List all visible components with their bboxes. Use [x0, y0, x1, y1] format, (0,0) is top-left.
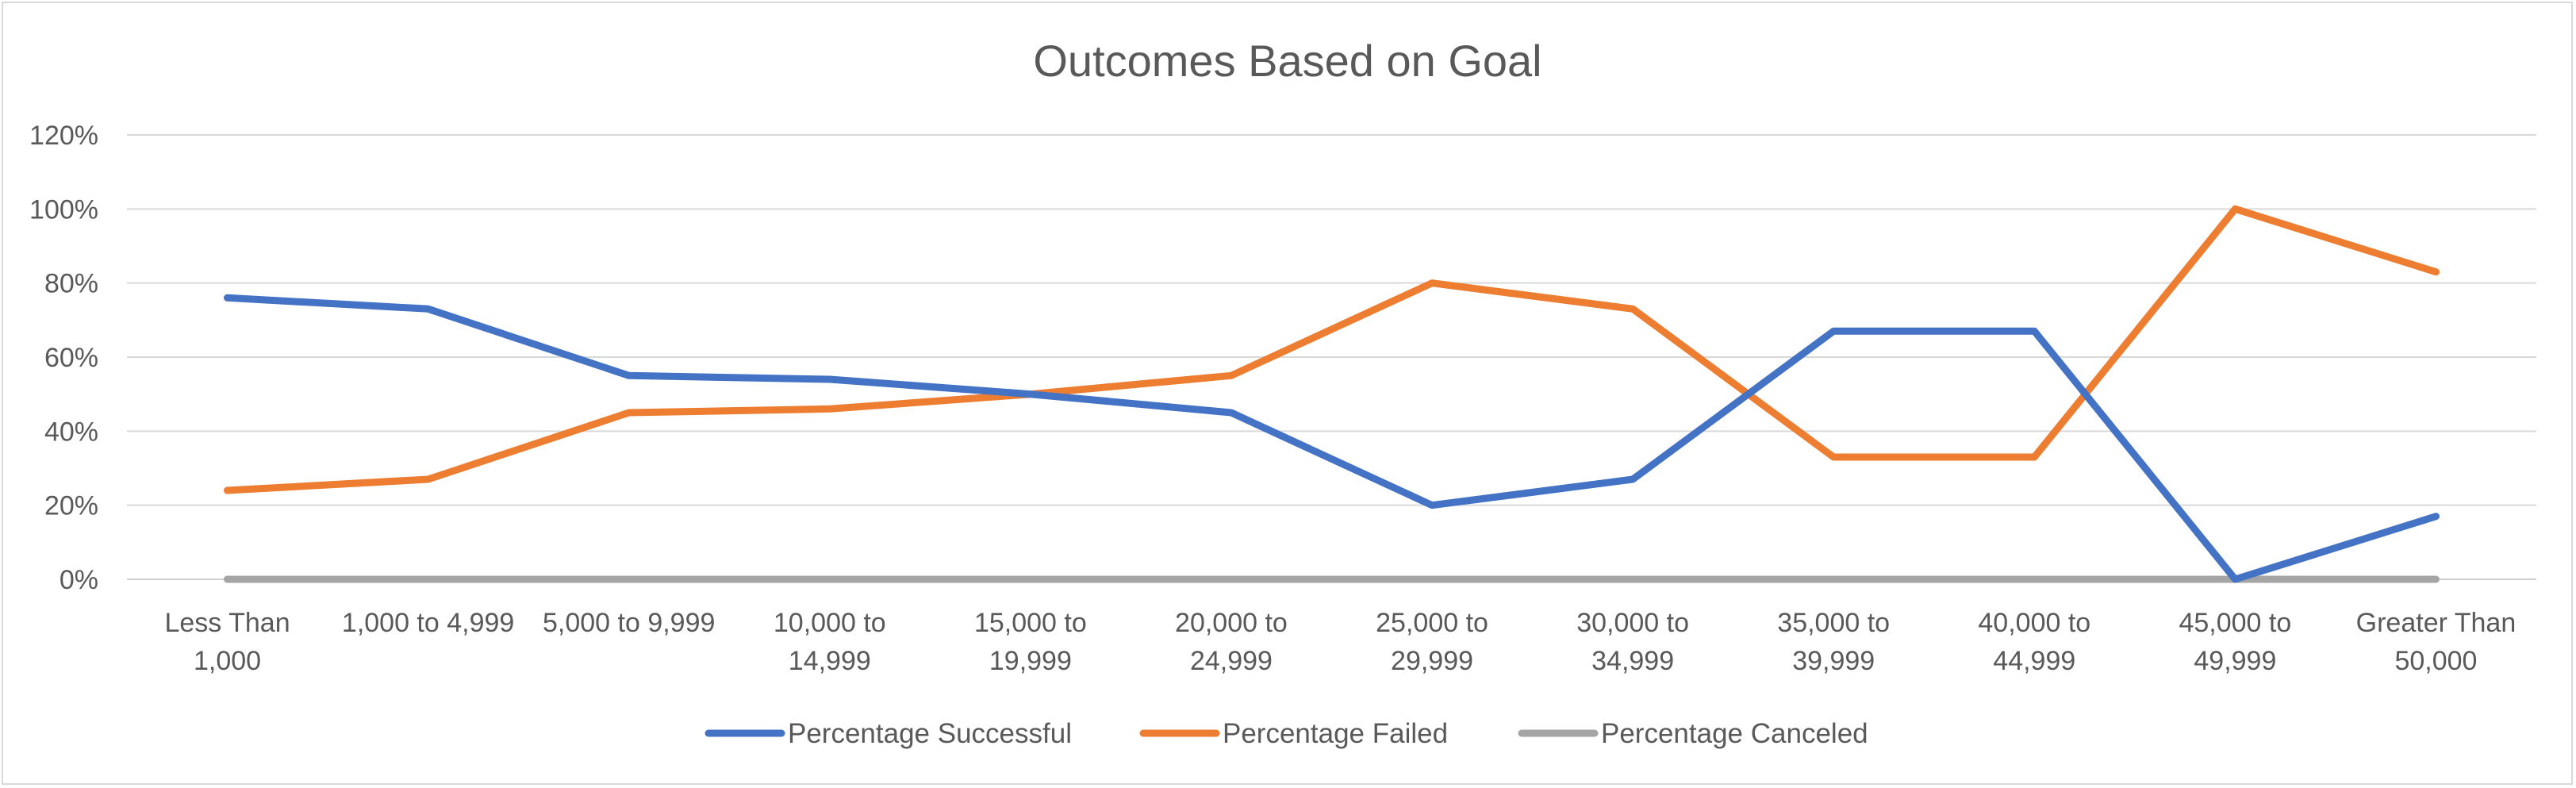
legend: Percentage Successful Percentage Failed Pe… [704, 718, 1868, 749]
x-tick-label-line: 25,000 to [1376, 608, 1488, 638]
data-point [1230, 375, 1232, 376]
x-tick-label: 10,000 to 14,999 [774, 608, 886, 676]
y-tick-label: 0% [60, 565, 98, 595]
x-tick-label-line: 1,000 to 4,999 [342, 608, 514, 638]
x-tick-label-line: 45,000 to [2179, 608, 2291, 638]
y-tick-label: 100% [29, 194, 98, 225]
x-tick-label-line: Greater Than [2356, 608, 2516, 638]
x-tick-label: 15,000 to 19,999 [974, 608, 1087, 676]
y-tick-label: 120% [29, 121, 98, 151]
x-tick-label-line: 14,999 [789, 646, 871, 676]
y-tick-label: 80% [44, 269, 98, 299]
x-tick-label-line: 29,999 [1391, 646, 1473, 676]
data-point [1230, 579, 1232, 580]
x-tick-label-line: 44,999 [1993, 646, 2075, 676]
data-point [628, 579, 630, 580]
x-tick-label-line: Less Than [164, 608, 290, 638]
data-point [2234, 579, 2236, 580]
x-tick-label-line: 35,000 to [1777, 608, 1890, 638]
data-point [1030, 579, 1031, 580]
y-axis-tick-labels: 0% 20% 40% 60% 80% 100% 120% [29, 121, 98, 595]
data-point [628, 375, 630, 376]
data-point [227, 490, 228, 491]
data-point [1833, 330, 1834, 332]
x-tick-label-line: 39,999 [1792, 646, 1875, 676]
x-tick-label: Greater Than 50,000 [2356, 608, 2516, 676]
data-point [2033, 456, 2035, 458]
x-tick-label-line: 34,999 [1591, 646, 1674, 676]
y-tick-label: 60% [44, 343, 98, 373]
x-tick-label: 45,000 to 49,999 [2179, 608, 2291, 676]
data-point [1833, 579, 1834, 580]
data-point [1632, 479, 1634, 480]
x-tick-label-line: 1,000 [194, 646, 261, 676]
x-tick-label: 30,000 to 34,999 [1576, 608, 1689, 676]
x-tick-label-line: 40,000 to [1978, 608, 2090, 638]
x-tick-label-line: 15,000 to [974, 608, 1087, 638]
data-point [1632, 579, 1634, 580]
x-tick-label-line: 24,999 [1190, 646, 1273, 676]
x-tick-label: 25,000 to 29,999 [1376, 608, 1488, 676]
data-point [2033, 579, 2035, 580]
y-tick-label: 40% [44, 417, 98, 447]
data-point [227, 579, 228, 580]
legend-label: Percentage Canceled [1601, 718, 1868, 749]
data-point [829, 379, 831, 380]
legend-label: Percentage Failed [1223, 718, 1448, 749]
x-tick-label: 35,000 to 39,999 [1777, 608, 1890, 676]
legend-label: Percentage Successful [788, 718, 1072, 749]
x-tick-label: 5,000 to 9,999 [543, 608, 715, 638]
series-line [224, 205, 2440, 494]
x-tick-label-line: 30,000 to [1576, 608, 1689, 638]
x-tick-label: 20,000 to 24,999 [1175, 608, 1288, 676]
x-axis-tick-labels: Less Than 1,000 1,000 to 4,999 5,000 to 9,9… [164, 608, 2516, 676]
x-tick-label-line: 10,000 to [774, 608, 886, 638]
x-tick-label: 40,000 to 44,999 [1978, 608, 2090, 676]
data-point [1833, 456, 1834, 458]
data-point [2033, 330, 2035, 332]
x-tick-label-line: 19,999 [989, 646, 1072, 676]
y-tick-label: 20% [44, 491, 98, 521]
x-tick-label-line: 20,000 to [1175, 608, 1288, 638]
x-tick-label-line: 50,000 [2394, 646, 2477, 676]
data-point [829, 579, 831, 580]
x-tick-label: Less Than 1,000 [164, 608, 290, 676]
x-tick-label-line: 49,999 [2194, 646, 2276, 676]
chart-title: Outcomes Based on Goal [1033, 36, 1541, 86]
x-tick-label-line: 5,000 to 9,999 [543, 608, 715, 638]
series-lines [224, 205, 2440, 583]
data-point [1431, 579, 1433, 580]
x-tick-label: 1,000 to 4,999 [342, 608, 514, 638]
series-line [224, 294, 2440, 583]
gridlines [127, 134, 2536, 580]
